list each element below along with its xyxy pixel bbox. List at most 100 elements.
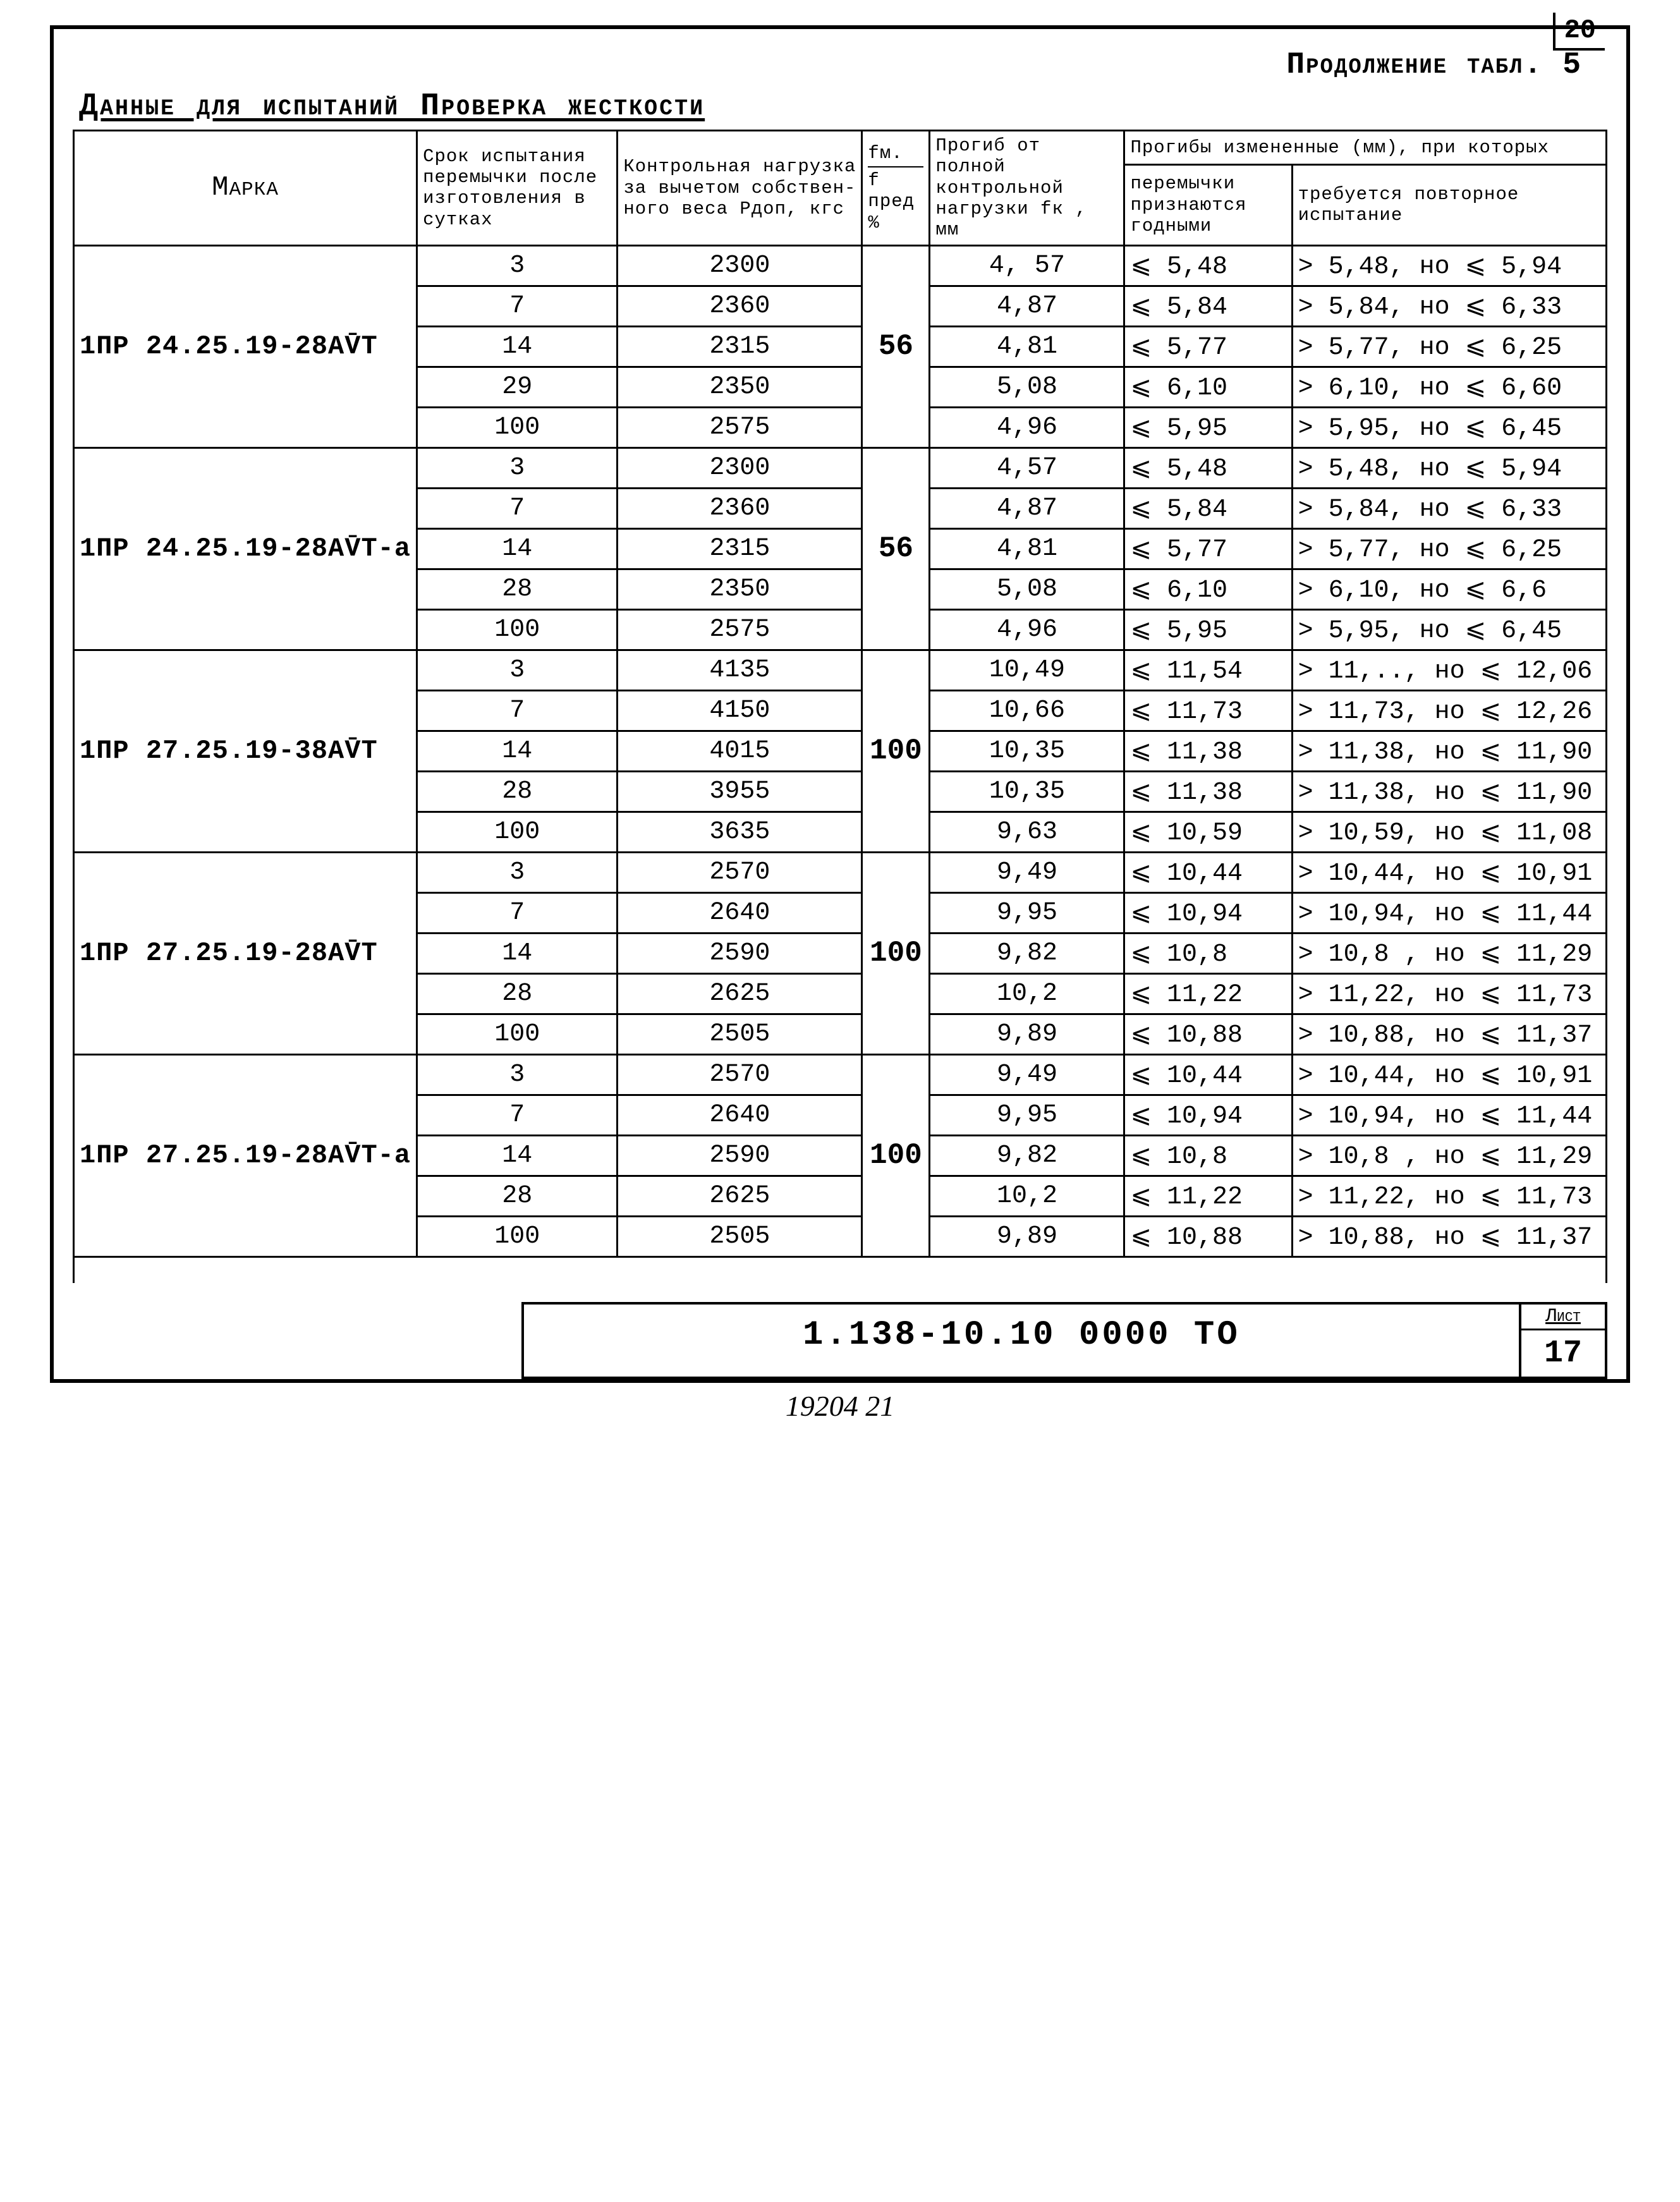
cell-srok: 7 — [417, 488, 618, 528]
cell-srok: 28 — [417, 973, 618, 1014]
cell-ok: ⩽ 5,95 — [1124, 407, 1292, 447]
cell-load: 2590 — [618, 933, 862, 973]
table-title: Данные для испытаний Проверка жесткости — [79, 88, 1607, 125]
cell-srok: 14 — [417, 731, 618, 771]
cell-load: 2360 — [618, 488, 862, 528]
cell-srok: 100 — [417, 407, 618, 447]
cell-srok: 100 — [417, 812, 618, 852]
cell-ok: ⩽ 11,73 — [1124, 690, 1292, 731]
cell-fk: 9,82 — [930, 1135, 1124, 1176]
cell-load: 4015 — [618, 731, 862, 771]
cell-pct: 100 — [862, 650, 930, 852]
cell-retest: > 10,44, но ⩽ 10,91 — [1292, 852, 1606, 892]
cell-pct: 100 — [862, 852, 930, 1054]
cell-retest: > 5,84, но ⩽ 6,33 — [1292, 488, 1606, 528]
cell-load: 2505 — [618, 1216, 862, 1256]
cell-load: 3635 — [618, 812, 862, 852]
cell-load: 2625 — [618, 973, 862, 1014]
cell-ok: ⩽ 11,38 — [1124, 771, 1292, 812]
hdr-fm: fм. — [868, 143, 903, 164]
cell-fk: 9,63 — [930, 812, 1124, 852]
cell-srok: 14 — [417, 933, 618, 973]
cell-retest: > 10,88, но ⩽ 11,37 — [1292, 1014, 1606, 1054]
cell-srok: 100 — [417, 1216, 618, 1256]
cell-ok: ⩽ 6,10 — [1124, 367, 1292, 407]
col-priznaet: перемычки признаются годными — [1124, 164, 1292, 245]
col-izmen-group: Прогибы измененные (мм), при которых — [1124, 131, 1607, 165]
cell-retest: > 10,94, но ⩽ 11,44 — [1292, 1095, 1606, 1135]
cell-load: 2590 — [618, 1135, 862, 1176]
cell-pct: 56 — [862, 245, 930, 447]
cell-load: 2300 — [618, 245, 862, 286]
cell-fk: 4,57 — [930, 447, 1124, 488]
cell-retest: > 5,77, но ⩽ 6,25 — [1292, 528, 1606, 569]
cell-fk: 9,49 — [930, 1054, 1124, 1095]
cell-srok: 7 — [417, 1095, 618, 1135]
cell-retest: > 6,10, но ⩽ 6,6 — [1292, 569, 1606, 609]
cell-fk: 9,95 — [930, 892, 1124, 933]
cell-load: 2570 — [618, 852, 862, 892]
cell-load: 2300 — [618, 447, 862, 488]
continuation-label: Продолжение табл. 5 — [73, 48, 1582, 82]
col-fm-fpred: fм. f пред % — [862, 131, 930, 246]
cell-ok: ⩽ 11,38 — [1124, 731, 1292, 771]
table-body: 1ПР 24.25.19-28АV̄Т32300564, 57⩽ 5,48> 5… — [74, 245, 1607, 1256]
cell-srok: 3 — [417, 650, 618, 690]
cell-load: 2575 — [618, 407, 862, 447]
cell-retest: > 10,88, но ⩽ 11,37 — [1292, 1216, 1606, 1256]
cell-retest: > 10,94, но ⩽ 11,44 — [1292, 892, 1606, 933]
cell-srok: 28 — [417, 1176, 618, 1216]
sheet-label: Лист — [1521, 1305, 1605, 1330]
cell-fk: 9,89 — [930, 1216, 1124, 1256]
cell-fk: 9,82 — [930, 933, 1124, 973]
cell-ok: ⩽ 5,95 — [1124, 609, 1292, 650]
cell-fk: 4,81 — [930, 326, 1124, 367]
cell-fk: 4,96 — [930, 407, 1124, 447]
cell-fk: 10,2 — [930, 1176, 1124, 1216]
cell-load: 2640 — [618, 1095, 862, 1135]
col-srok: Срок испы­тания пе­ремычки после из­гото… — [417, 131, 618, 246]
cell-ok: ⩽ 11,54 — [1124, 650, 1292, 690]
table-row: 1ПР 27.25.19-28АV̄Т325701009,49⩽ 10,44> … — [74, 852, 1607, 892]
cell-srok: 7 — [417, 286, 618, 326]
cell-retest: > 5,95, но ⩽ 6,45 — [1292, 407, 1606, 447]
cell-load: 2315 — [618, 528, 862, 569]
cell-fk: 9,95 — [930, 1095, 1124, 1135]
cell-load: 2640 — [618, 892, 862, 933]
cell-load: 2575 — [618, 609, 862, 650]
cell-load: 3955 — [618, 771, 862, 812]
cell-fk: 4,87 — [930, 488, 1124, 528]
cell-fk: 5,08 — [930, 367, 1124, 407]
cell-pct: 56 — [862, 447, 930, 650]
cell-ok: ⩽ 11,22 — [1124, 1176, 1292, 1216]
col-povtor: требуется повтор­ное испытание — [1292, 164, 1606, 245]
cell-ok: ⩽ 5,77 — [1124, 326, 1292, 367]
cell-srok: 3 — [417, 245, 618, 286]
table-row: 1ПР 27.25.19-28АV̄Т-а325701009,49⩽ 10,44… — [74, 1054, 1607, 1095]
cell-ok: ⩽ 5,48 — [1124, 245, 1292, 286]
cell-load: 4150 — [618, 690, 862, 731]
cell-ok: ⩽ 10,59 — [1124, 812, 1292, 852]
page-number-top: 20 — [1553, 13, 1605, 51]
cell-retest: > 11,22, но ⩽ 11,73 — [1292, 973, 1606, 1014]
cell-load: 2350 — [618, 569, 862, 609]
cell-fk: 9,49 — [930, 852, 1124, 892]
cell-fk: 9,89 — [930, 1014, 1124, 1054]
cell-ok: ⩽ 10,44 — [1124, 852, 1292, 892]
cell-retest: > 5,95, но ⩽ 6,45 — [1292, 609, 1606, 650]
cell-retest: > 5,48, но ⩽ 5,94 — [1292, 245, 1606, 286]
col-marka: Марка — [74, 131, 417, 246]
marka-cell: 1ПР 27.25.19-28АV̄Т — [74, 852, 417, 1054]
col-progib: Прогиб от полной контроль­ной нагруз­ки … — [930, 131, 1124, 246]
cell-srok: 29 — [417, 367, 618, 407]
cell-ok: ⩽ 10,8 — [1124, 933, 1292, 973]
cell-load: 2315 — [618, 326, 862, 367]
cell-fk: 10,35 — [930, 771, 1124, 812]
marka-cell: 1ПР 27.25.19-28АV̄Т-а — [74, 1054, 417, 1256]
cell-fk: 4, 57 — [930, 245, 1124, 286]
cell-srok: 3 — [417, 447, 618, 488]
cell-ok: ⩽ 10,88 — [1124, 1014, 1292, 1054]
cell-fk: 4,81 — [930, 528, 1124, 569]
cell-retest: > 10,59, но ⩽ 11,08 — [1292, 812, 1606, 852]
cell-load: 4135 — [618, 650, 862, 690]
